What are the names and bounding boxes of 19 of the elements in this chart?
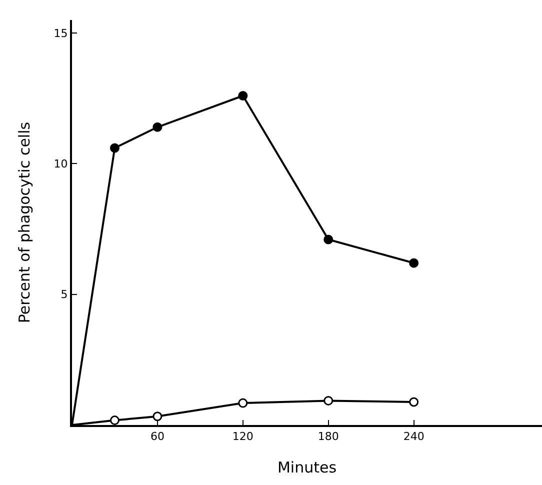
point [110,416,120,426]
point [152,412,162,422]
point [409,397,419,407]
x-tick-label: 240 [403,430,424,444]
x-tick-label: 60 [150,430,164,444]
y-tick-label: 10 [54,158,68,171]
point [110,143,120,153]
x-tick-label: 180 [318,430,339,444]
x-axis-title: Minutes [277,458,337,477]
x-tick-label: 120 [232,430,254,444]
y-axis-title: Percent of phagocytic cells [16,122,34,324]
y-tick-label: 15 [54,26,68,40]
point [238,398,248,408]
y-tick-label: 5 [60,288,68,302]
point [324,396,334,406]
point [238,91,248,101]
point [409,258,419,268]
point [152,122,162,132]
point [324,234,334,244]
